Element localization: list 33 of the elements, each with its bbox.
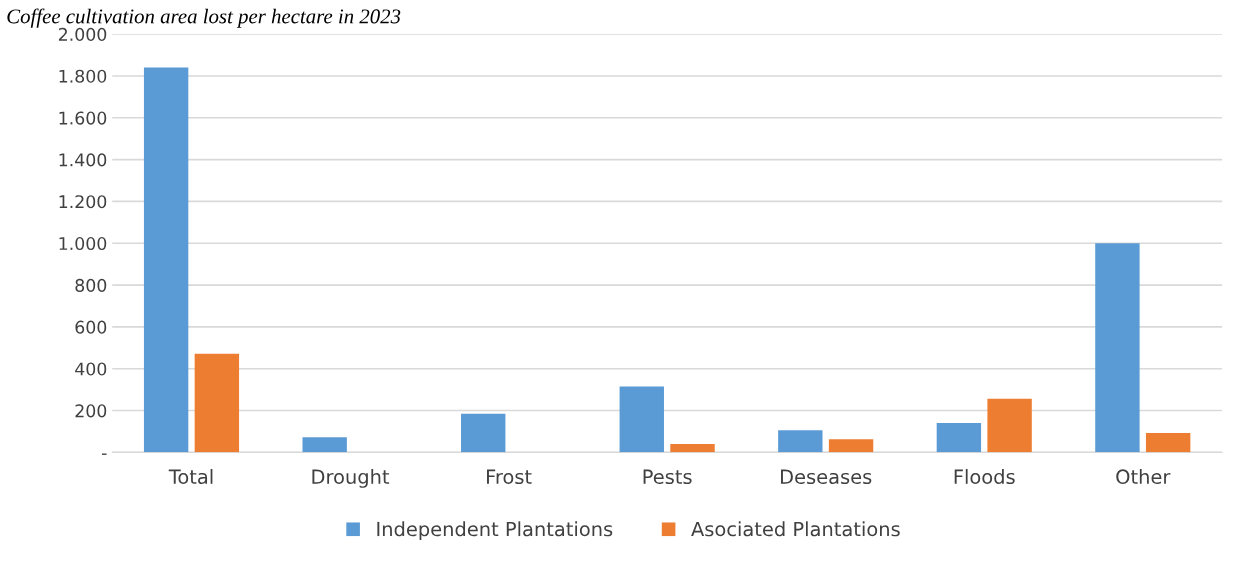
bar (194, 353, 240, 453)
bar (461, 413, 506, 453)
y-tick-label: 400 (75, 362, 107, 376)
x-tick-label: Other (1116, 469, 1171, 485)
bar (619, 386, 664, 453)
y-tick-label: 1.600 (59, 111, 107, 125)
y-tick-label: 1.400 (59, 153, 107, 167)
bar (778, 430, 823, 453)
bar (987, 398, 1032, 453)
x-tick-label: Pests (643, 469, 692, 485)
bar (1095, 243, 1140, 453)
y-tick-label: 1.000 (59, 236, 107, 251)
x-tick-label: Drought (312, 469, 390, 488)
legend-label: Independent Plantations (377, 521, 613, 541)
bar (670, 443, 715, 453)
bar (828, 439, 874, 453)
y-tick-label: 200 (75, 404, 107, 418)
y-tick-label: 1.200 (59, 195, 107, 209)
y-tick-label: 2.000 (58, 27, 107, 41)
x-tick-label: Deseases (781, 469, 872, 485)
bar (936, 423, 982, 453)
chart-title: Coffee cultivation area lost per hectare in 2023 (7, 8, 401, 28)
bar (302, 437, 347, 453)
y-tick-label: - (101, 453, 107, 455)
legend-label: Asociated Plantations (691, 521, 900, 537)
bar (1145, 433, 1191, 453)
bar (143, 67, 189, 453)
x-tick-label: Total (168, 469, 213, 485)
y-tick-label: 600 (75, 320, 107, 334)
x-tick-label: Floods (954, 469, 1015, 485)
x-tick-label: Frost (487, 469, 532, 485)
y-tick-label: 800 (75, 278, 107, 292)
y-tick-label: 1.800 (59, 69, 107, 83)
